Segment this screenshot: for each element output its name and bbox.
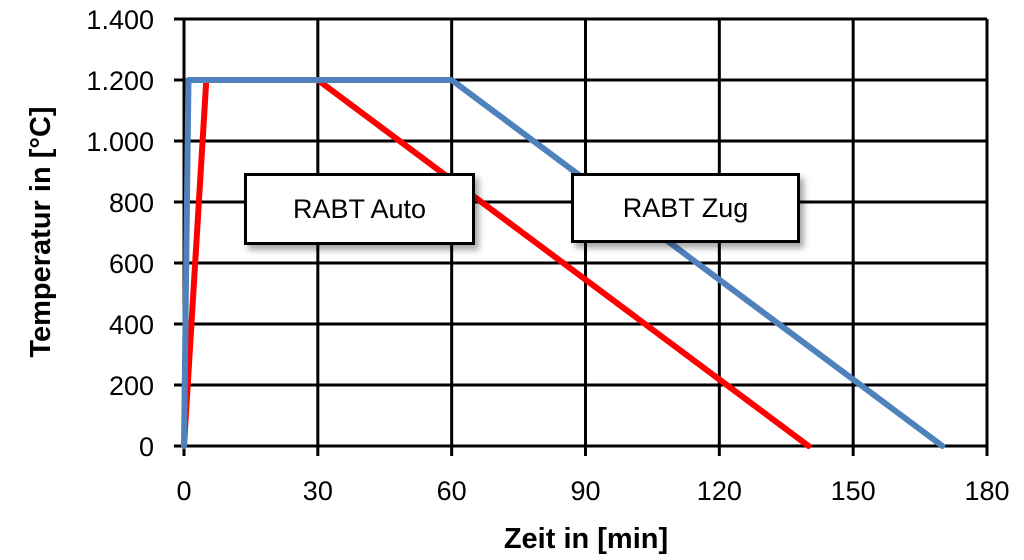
- series-label-rabt-zug: RABT Zug: [571, 173, 800, 243]
- series-line-rabt-zug: [181, 77, 946, 449]
- x-tick-label: 180: [964, 476, 1009, 506]
- y-tick-label: 800: [109, 188, 154, 218]
- series-label-text: RABT Zug: [622, 192, 749, 223]
- series-lines: [181, 77, 946, 449]
- y-tick-label: 600: [109, 249, 154, 279]
- x-tick-label: 120: [697, 476, 742, 506]
- y-tick-label: 1.000: [86, 127, 154, 157]
- x-tick-label: 150: [831, 476, 876, 506]
- x-tick-label: 0: [176, 476, 191, 506]
- x-tick-label: 30: [303, 476, 333, 506]
- y-tick-label: 200: [109, 371, 154, 401]
- y-tick-label: 1.400: [86, 5, 154, 35]
- series-label-text: RABT Auto: [292, 193, 427, 224]
- y-tick-label: 400: [109, 310, 154, 340]
- x-axis-title: Zeit in [min]: [504, 523, 668, 555]
- x-tick-label: 90: [570, 476, 600, 506]
- y-tick-label: 1.200: [86, 66, 154, 96]
- x-axis-ticks: 0 30 60 90 120 150 180: [176, 476, 1009, 506]
- series-label-rabt-auto: RABT Auto: [244, 173, 475, 245]
- y-axis-title: Temperatur in [°C]: [25, 106, 57, 357]
- x-tick-label: 60: [437, 476, 467, 506]
- y-axis-ticks: 0 200 400 600 800 1.000 1.200 1.400: [86, 5, 154, 462]
- y-tick-label: 0: [139, 432, 154, 462]
